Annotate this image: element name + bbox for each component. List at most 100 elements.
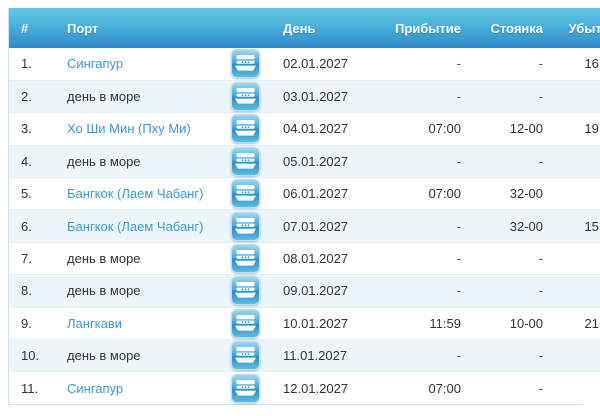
arrival-cell: - (456, 251, 461, 267)
arrival-cell: - (456, 283, 461, 299)
ship-cell (231, 307, 279, 339)
column-header-ship (231, 8, 279, 48)
table-row: 1. Сингапур 02.01.2027 - - 16:30 (9, 48, 600, 81)
departure-cell: - (549, 340, 600, 372)
column-header-arrival[interactable]: Прибытие (395, 20, 461, 36)
row-number: 7. (21, 251, 32, 267)
arrival-cell: - (456, 153, 461, 169)
port-link[interactable]: Бангкок (Лаем Чабанг) (67, 186, 204, 202)
stay-cell: - (538, 89, 543, 105)
ship-icon[interactable] (231, 244, 260, 274)
row-number: 2. (21, 89, 32, 105)
table-row: 9. Лангкави 10.01.2027 11:59 10-00 21:59 (9, 307, 600, 340)
port-cell: день в море (61, 340, 231, 372)
port-cell: Сингапур (61, 372, 231, 404)
column-header-day[interactable]: День (283, 20, 316, 36)
stay-cell: - (538, 251, 543, 267)
column-header-departure[interactable]: Убытие (568, 20, 600, 36)
day-cell: 08.01.2027 (283, 251, 349, 267)
cruise-itinerary-table: # Порт День Прибытие Стоянка Убытие Поса… (9, 8, 600, 405)
port-cell: Сингапур (61, 48, 231, 80)
ship-cell (231, 48, 279, 80)
ship-icon[interactable] (231, 146, 260, 176)
stay-cell: 32-00 (509, 218, 543, 234)
arrival-cell: - (456, 89, 461, 105)
row-number: 10. (21, 348, 40, 364)
departure-cell: - (549, 178, 600, 210)
ship-icon[interactable] (231, 373, 260, 403)
arrival-cell: 07:00 (428, 380, 461, 396)
day-cell: 06.01.2027 (283, 186, 349, 202)
stay-cell: - (538, 380, 543, 396)
row-number: 6. (21, 218, 32, 234)
ship-icon[interactable] (231, 341, 260, 371)
day-cell: 04.01.2027 (283, 121, 349, 137)
stay-cell: - (538, 56, 543, 72)
day-cell: 07.01.2027 (283, 218, 349, 234)
day-cell: 03.01.2027 (283, 89, 349, 105)
arrival-cell: - (456, 348, 461, 364)
port-link[interactable]: Лангкави (67, 315, 123, 331)
row-number: 11. (21, 380, 39, 396)
port-link[interactable]: Бангкок (Лаем Чабанг) (67, 218, 204, 234)
arrival-cell: 07:00 (428, 121, 461, 137)
ship-cell (231, 113, 279, 145)
table-row: 6. Бангкок (Лаем Чабанг) 07.01.2027 - 32-00 1… (9, 209, 600, 243)
table-row: 3. Хо Ши Мин (Пху Ми) 04.01.2027 07:00 12-00… (9, 112, 600, 146)
table-header: # Порт День Прибытие Стоянка Убытие Поса… (9, 8, 600, 48)
ship-cell (231, 80, 279, 112)
ship-cell (231, 340, 279, 372)
day-cell: 09.01.2027 (283, 283, 349, 299)
column-header-number[interactable]: # (21, 20, 29, 36)
departure-cell: 15:00 (584, 218, 600, 234)
ship-icon[interactable] (231, 276, 260, 306)
arrival-cell: 11:59 (429, 315, 461, 331)
ship-icon[interactable] (231, 82, 260, 112)
column-header-stay[interactable]: Стоянка (490, 20, 543, 36)
row-number: 5. (21, 186, 32, 202)
ship-cell (231, 372, 279, 404)
ship-cell (231, 178, 279, 210)
ship-icon[interactable] (231, 49, 260, 79)
port-cell: Бангкок (Лаем Чабанг) (61, 210, 231, 242)
ship-icon[interactable] (231, 308, 260, 338)
port-cell: Лангкави (61, 307, 231, 339)
ship-icon[interactable] (231, 211, 260, 241)
port-label: день в море (67, 89, 141, 105)
port-label: день в море (67, 283, 141, 299)
port-link[interactable]: Хо Ши Мин (Пху Ми) (67, 121, 191, 137)
day-cell: 12.01.2027 (283, 380, 349, 396)
ship-cell (231, 145, 279, 177)
row-number: 8. (21, 283, 32, 299)
column-header-port[interactable]: Порт (67, 20, 99, 36)
port-cell: день в море (61, 80, 231, 112)
stay-cell: - (538, 283, 543, 299)
port-cell: день в море (61, 242, 231, 274)
day-cell: 05.01.2027 (283, 153, 349, 169)
stay-cell: 32-00 (509, 186, 543, 202)
port-cell: день в море (61, 275, 231, 307)
port-link[interactable]: Сингапур (67, 56, 124, 72)
departure-cell: - (549, 80, 600, 112)
ship-cell (231, 210, 279, 242)
port-link[interactable]: Сингапур (67, 380, 124, 396)
port-label: день в море (67, 251, 141, 267)
ship-cell (231, 242, 279, 274)
day-cell: 02.01.2027 (283, 56, 349, 72)
cruise-itinerary-table-container: # Порт День Прибытие Стоянка Убытие Поса… (8, 8, 600, 406)
departure-cell: 19:00 (584, 121, 600, 137)
stay-cell: - (538, 153, 543, 169)
ship-icon[interactable] (231, 179, 260, 209)
departure-cell: - (549, 242, 600, 274)
day-cell: 10.01.2027 (283, 315, 349, 331)
ship-cell (231, 275, 279, 307)
ship-icon[interactable] (231, 114, 260, 144)
table-row: 5. Бангкок (Лаем Чабанг) 06.01.2027 07:00 32… (9, 177, 600, 210)
departure-cell: 21:59 (584, 315, 600, 331)
row-number: 3. (21, 121, 32, 137)
